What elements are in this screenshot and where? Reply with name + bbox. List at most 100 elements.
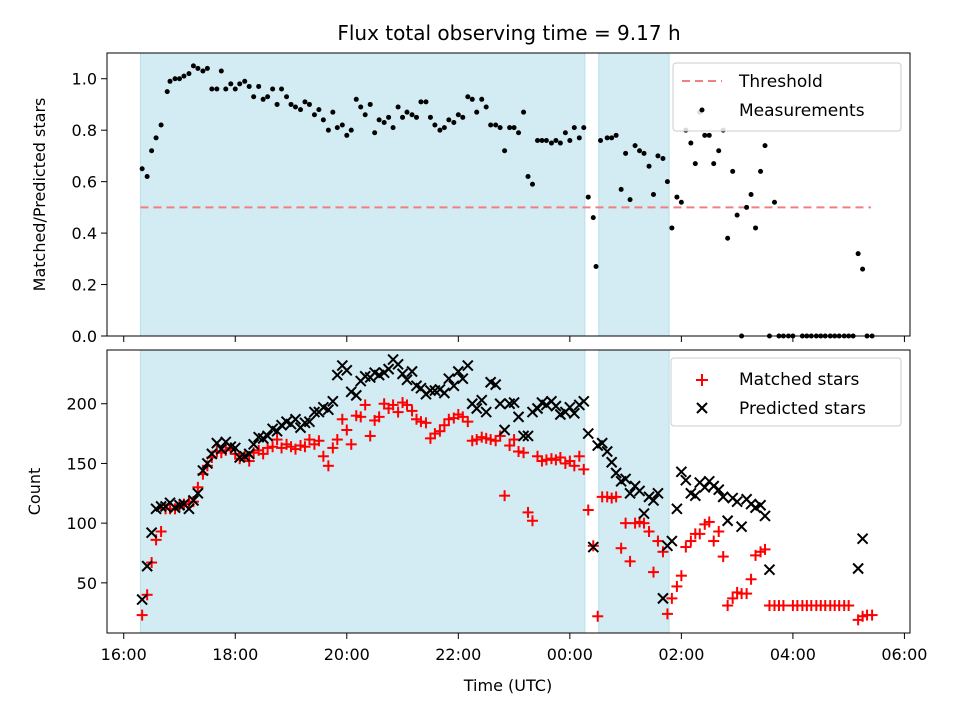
matched-star-point — [364, 430, 376, 442]
predicted-star-point — [763, 564, 776, 576]
measurement-point — [725, 235, 731, 241]
predicted-star-point — [587, 541, 599, 553]
measurement-point — [674, 194, 680, 200]
measurement-point — [493, 122, 499, 128]
measurement-point — [669, 225, 675, 231]
measurement-point — [292, 104, 298, 110]
predicted-star-point — [471, 402, 483, 415]
x-tick-label: 04:00 — [770, 645, 816, 664]
matched-star-point — [526, 515, 538, 527]
matched-star-point — [708, 535, 720, 547]
matched-star-point — [327, 442, 339, 454]
measurement-point — [548, 140, 554, 146]
predicted-star-point — [721, 515, 734, 527]
measurement-point — [730, 168, 736, 174]
count-plot-legend: Matched stars Predicted stars — [670, 357, 902, 427]
measurement-point — [771, 199, 777, 205]
ratio-plot-y-label: Matched/Predicted stars — [30, 98, 49, 292]
predicted-star-point — [308, 406, 321, 418]
matched-star-point — [499, 490, 511, 502]
measurement-point — [479, 96, 485, 102]
matched-star-point — [703, 516, 715, 528]
count-plot-y-label: Count — [25, 468, 44, 516]
matched-star-point — [341, 424, 353, 436]
predicted-star-point — [243, 448, 255, 460]
matched-star-point — [443, 413, 455, 425]
predicted-star-point — [759, 510, 771, 522]
predicted-star-point — [856, 532, 869, 545]
predicted-star-point — [480, 406, 492, 418]
predicted-star-point — [717, 491, 729, 503]
predicted-star-point — [289, 413, 302, 425]
matched-star-point — [303, 434, 315, 446]
measurement-point — [251, 94, 257, 100]
predicted-star-point — [531, 402, 544, 415]
matched-star-point — [647, 566, 659, 578]
measurement-point — [465, 94, 471, 100]
predicted-star-point — [605, 456, 618, 468]
measurement-point — [688, 140, 694, 146]
measurement-point — [404, 109, 410, 115]
matched-star-point — [336, 413, 348, 425]
measurement-point — [655, 153, 661, 159]
matched-star-point — [401, 399, 413, 411]
matched-star-point — [578, 463, 590, 475]
matched-star-point — [522, 506, 534, 518]
predicted-star-point — [452, 365, 465, 378]
predicted-star-point — [201, 457, 214, 470]
predicted-star-point — [322, 403, 335, 416]
measurement-point — [702, 132, 708, 138]
measurement-point — [265, 94, 271, 100]
y-tick-label: 0.6 — [72, 173, 97, 192]
predicted-star-point — [424, 384, 437, 397]
predicted-star-point — [582, 427, 594, 440]
measurement-point — [474, 109, 480, 115]
measurement-point — [706, 132, 712, 138]
measurement-point — [348, 127, 354, 133]
legend-box — [672, 62, 902, 132]
measurement-point — [748, 192, 754, 197]
measurement-point — [516, 130, 522, 136]
predicted-star-point — [735, 521, 748, 533]
matched-star-point — [271, 434, 283, 446]
predicted-star-point — [596, 437, 608, 449]
legend-matched-label: Matched stars — [739, 370, 859, 390]
measurement-point — [237, 81, 243, 87]
ratio-plot-frame — [106, 52, 911, 337]
matched-star-point — [513, 445, 525, 457]
measurement-point — [604, 135, 610, 141]
measurement-point — [395, 104, 401, 110]
matched-star-point — [745, 573, 757, 585]
measurement-point — [762, 143, 768, 149]
y-tick-label: 150 — [66, 454, 97, 473]
predicted-star-point — [155, 500, 167, 513]
measurement-point — [593, 264, 599, 270]
measurement-point — [302, 99, 308, 105]
measurement-point — [660, 155, 666, 161]
measurement-point — [228, 81, 234, 87]
measurement-point — [223, 86, 229, 92]
predicted-star-point — [564, 401, 576, 414]
measurement-point — [344, 132, 350, 138]
predicted-star-point — [633, 485, 646, 497]
legend-predicted-swatch — [696, 402, 708, 414]
matched-star-point — [359, 399, 371, 411]
predicted-star-point — [680, 474, 692, 486]
measurement-point — [409, 112, 415, 118]
measurement-point — [164, 89, 170, 95]
matched-star-point — [727, 592, 739, 604]
matched-star-point — [420, 417, 432, 429]
matched-star-point — [438, 419, 450, 431]
measurement-point — [320, 117, 326, 123]
x-tick-label: 18:00 — [212, 645, 258, 664]
legend-measurements-label: Measurements — [739, 101, 865, 121]
predicted-star-point — [852, 562, 864, 575]
matched-star-point — [136, 609, 148, 621]
measurement-point — [200, 68, 206, 74]
matched-star-point — [257, 448, 269, 460]
ratio-plot-x-ticks — [123, 336, 905, 342]
matched-star-point — [573, 450, 585, 462]
matched-star-point — [429, 428, 441, 440]
measurement-point — [423, 99, 429, 105]
measurement-point — [641, 150, 647, 156]
